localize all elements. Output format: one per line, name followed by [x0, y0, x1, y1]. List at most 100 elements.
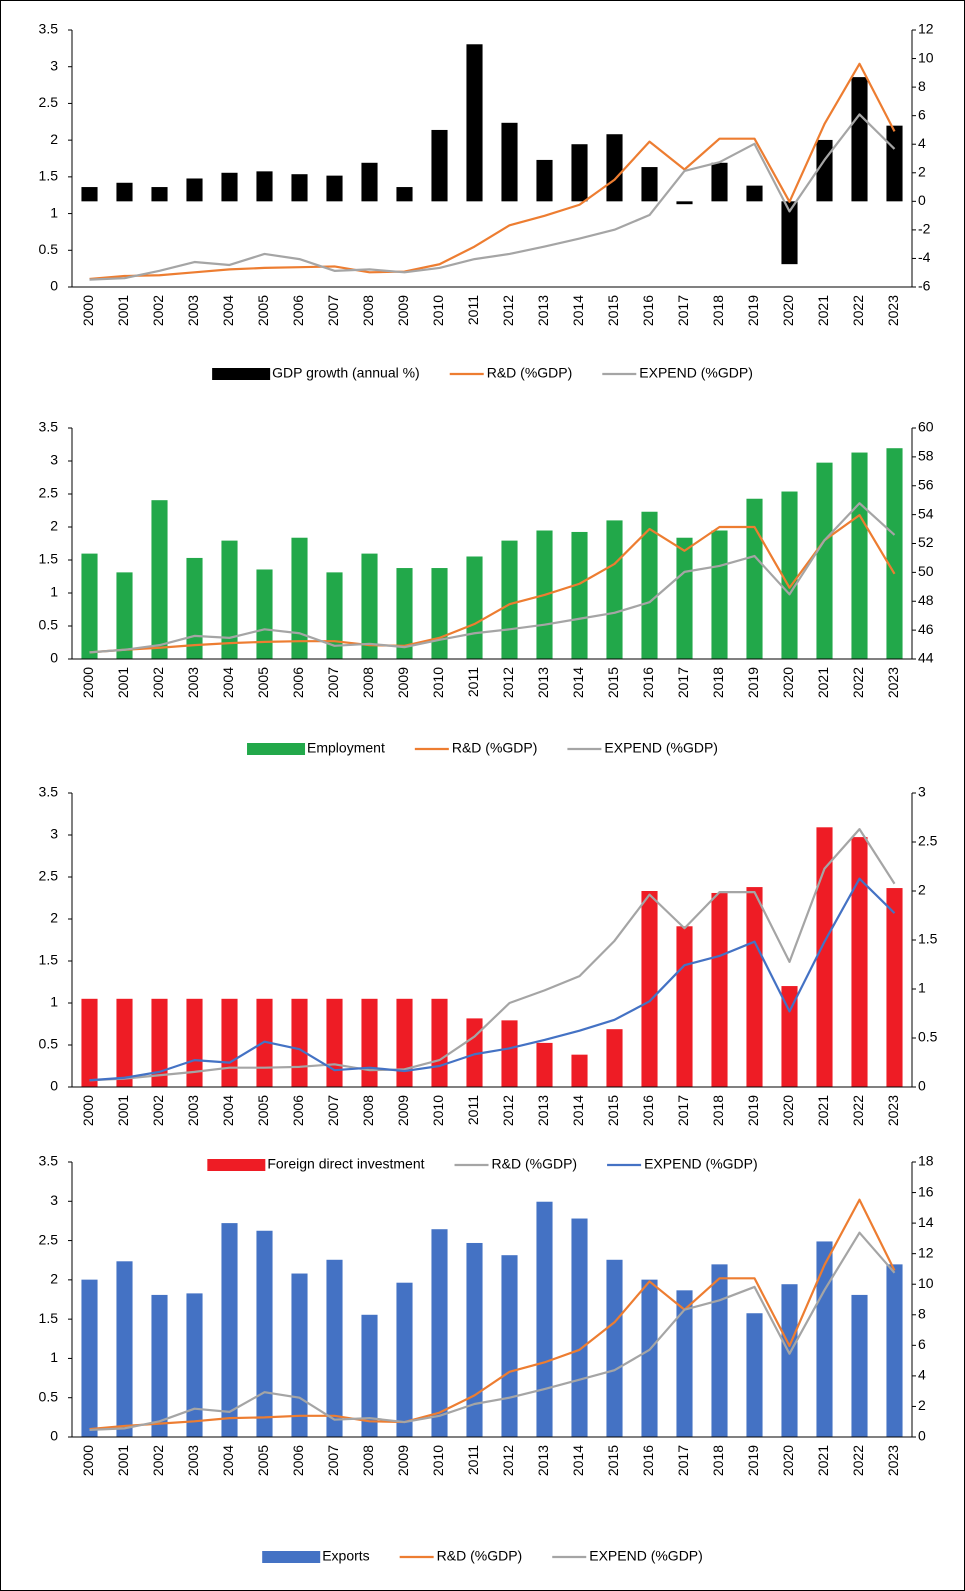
x-tick-label: 2020: [780, 295, 796, 326]
x-tick-label: 2018: [710, 295, 726, 326]
bar: [466, 1242, 483, 1437]
bar: [466, 1018, 483, 1087]
x-tick-label: 2016: [640, 667, 656, 698]
x-tick-label: 2005: [255, 667, 271, 698]
x-tick-label: 2016: [640, 295, 656, 326]
y2-tick-label: -6: [918, 278, 931, 294]
legend: Foreign direct investment R&D (%GDP) EXPEN…: [207, 1156, 758, 1172]
legend-swatch: [262, 1551, 321, 1563]
bar: [396, 998, 413, 1087]
x-tick-label: 2018: [710, 1445, 726, 1476]
bar: [536, 1042, 553, 1087]
x-tick-label: 2019: [745, 667, 761, 698]
y2-tick-label: 16: [918, 1183, 934, 1199]
legend-label: GDP growth (annual %): [272, 365, 420, 381]
y2-tick-label: 60: [918, 419, 934, 435]
bar: [641, 511, 658, 659]
y-tick-label: 3.5: [39, 419, 59, 435]
bar: [711, 530, 728, 659]
x-tick-label: 2014: [570, 667, 586, 698]
y-tick-label: 1: [50, 1349, 58, 1365]
x-tick-label: 2007: [325, 295, 341, 326]
x-tick-label: 2004: [220, 295, 236, 326]
legend-swatch: [247, 743, 306, 755]
bar: [466, 44, 483, 202]
y-tick-label: 1.5: [39, 168, 59, 184]
bar: [571, 144, 588, 202]
bar: [81, 1279, 98, 1437]
bar: [151, 998, 168, 1087]
x-tick-label: 2011: [465, 295, 481, 325]
bar: [641, 1279, 658, 1437]
x-tick-label: 2007: [325, 667, 341, 698]
y2-tick-label: 0: [918, 192, 926, 208]
x-tick-label: 2022: [850, 667, 866, 698]
x-tick-label: 2010: [430, 667, 446, 698]
y-tick-label: 1: [50, 994, 58, 1010]
legend-label: R&D (%GDP): [452, 740, 538, 756]
x-tick-label: 2000: [80, 295, 96, 326]
x-tick-label: 2004: [220, 667, 236, 698]
x-tick-label: 2010: [430, 1445, 446, 1476]
bar: [501, 1020, 518, 1087]
x-tick-label: 2019: [745, 1445, 761, 1476]
bar: [886, 448, 903, 659]
y2-tick-label: 52: [918, 534, 934, 550]
bar: [816, 462, 833, 659]
x-tick-label: 2002: [150, 1445, 166, 1476]
y2-tick-label: 0.5: [918, 1029, 938, 1045]
x-tick-label: 2001: [115, 1445, 131, 1476]
x-tick-label: 2004: [220, 1445, 236, 1476]
y-tick-label: 2.5: [39, 1231, 59, 1247]
y2-tick-label: 8: [918, 1305, 926, 1321]
bar: [851, 452, 868, 659]
y-tick-label: 3.5: [39, 1153, 59, 1169]
x-tick-label: 2014: [570, 1445, 586, 1476]
y2-tick-label: 50: [918, 563, 934, 579]
bar: [186, 998, 203, 1087]
x-tick-label: 2006: [290, 667, 306, 698]
y2-tick-label: 54: [918, 505, 934, 521]
line: [89, 1231, 896, 1432]
bar: [571, 1054, 588, 1087]
bar: [851, 837, 868, 1087]
bar: [501, 122, 518, 202]
legend-label: R&D (%GDP): [437, 1548, 523, 1564]
y2-tick-label: 56: [918, 476, 934, 492]
bar: [746, 498, 763, 659]
bar: [676, 537, 693, 659]
bar: [886, 125, 903, 202]
bar: [781, 491, 798, 659]
bar: [256, 1230, 273, 1437]
legend: Employment R&D (%GDP) EXPEND (%GDP): [247, 740, 718, 756]
bar: [641, 891, 658, 1087]
y-tick-label: 1.5: [39, 551, 59, 567]
bar: [326, 998, 343, 1087]
y2-tick-label: 2: [918, 882, 926, 898]
x-tick-label: 2003: [185, 1095, 201, 1126]
x-tick-label: 2015: [605, 295, 621, 326]
x-tick-label: 2014: [570, 1095, 586, 1126]
bar: [151, 1294, 168, 1437]
bar: [711, 1264, 728, 1437]
y-tick-label: 1.5: [39, 952, 59, 968]
y-tick-label: 0: [50, 278, 58, 294]
line: [89, 514, 896, 654]
x-tick-label: 2012: [500, 667, 516, 698]
bar: [396, 1282, 413, 1437]
legend-swatch: [207, 1159, 266, 1171]
bar: [221, 1223, 238, 1437]
bar: [116, 182, 133, 202]
bar: [781, 986, 798, 1087]
bar: [361, 998, 378, 1087]
x-tick-label: 2007: [325, 1095, 341, 1126]
legend-label: Exports: [322, 1548, 369, 1564]
legend-label: R&D (%GDP): [487, 365, 573, 381]
x-tick-label: 2005: [255, 1445, 271, 1476]
x-tick-label: 2014: [570, 295, 586, 326]
line: [89, 877, 896, 1082]
y2-tick-label: 10: [918, 49, 934, 65]
bar: [816, 827, 833, 1087]
legend: Exports R&D (%GDP) EXPEND (%GDP): [262, 1548, 703, 1564]
bar: [326, 572, 343, 659]
